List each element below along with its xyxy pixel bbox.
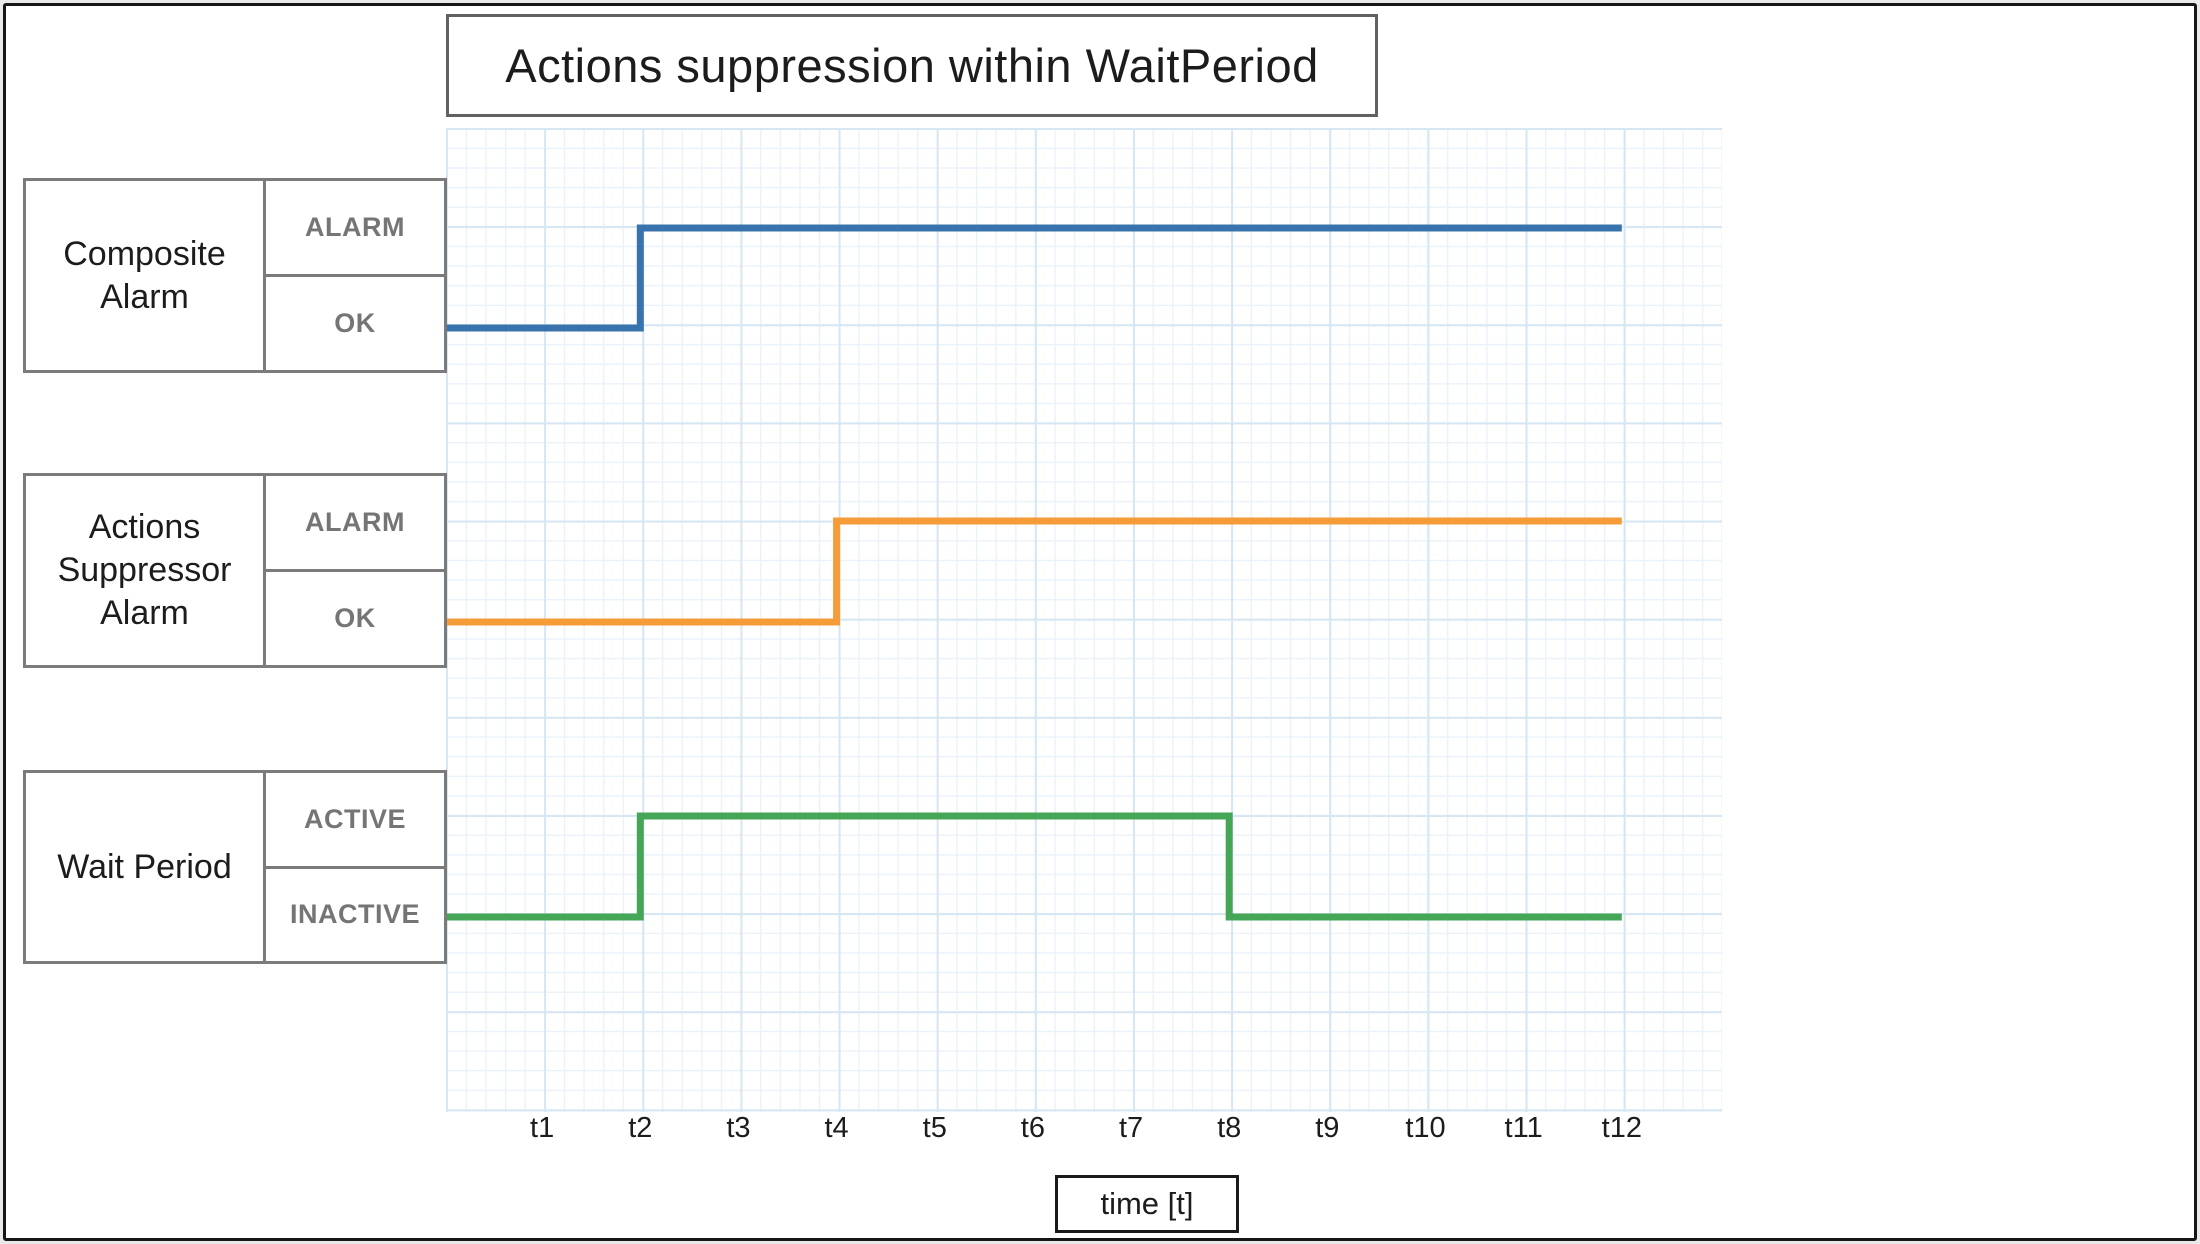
chart-title-box: Actions suppression within WaitPeriod bbox=[446, 14, 1378, 117]
x-axis-label: time [t] bbox=[1100, 1186, 1194, 1221]
state-label-row2-alarm: ALARM bbox=[305, 507, 405, 537]
x-tick-t9: t9 bbox=[1315, 1112, 1340, 1144]
row-label-composite-alarm: Composite Alarm ALARM OK bbox=[23, 178, 447, 373]
x-tick-t10: t10 bbox=[1405, 1112, 1446, 1144]
state-label-row1-alarm: ALARM bbox=[305, 212, 405, 242]
x-tick-t3: t3 bbox=[726, 1112, 751, 1144]
row-name-actions-suppressor-alarm: Actions Suppressor Alarm bbox=[26, 476, 266, 665]
x-axis-label-box: time [t] bbox=[1055, 1175, 1239, 1233]
x-tick-t6: t6 bbox=[1020, 1112, 1045, 1144]
x-tick-t2: t2 bbox=[628, 1112, 653, 1144]
row-states-composite-alarm: ALARM OK bbox=[266, 181, 444, 370]
state-label-row3-active: ACTIVE bbox=[303, 803, 406, 834]
signal-line-wait-period bbox=[444, 812, 1622, 921]
row-name-wait-period: Wait Period bbox=[26, 773, 266, 961]
x-tick-t1: t1 bbox=[530, 1112, 555, 1144]
x-tick-t7: t7 bbox=[1118, 1112, 1144, 1144]
state-label-row3-inactive: INACTIVE bbox=[266, 865, 444, 962]
x-tick-t5: t5 bbox=[922, 1112, 947, 1144]
x-tick-t4: t4 bbox=[824, 1112, 849, 1144]
row-label-wait-period: Wait Period ACTIVE INACTIVE bbox=[23, 770, 447, 964]
row-states-actions-suppressor-alarm: ALARM OK bbox=[266, 476, 444, 665]
x-tick-t12: t12 bbox=[1601, 1112, 1642, 1144]
plot-grid bbox=[446, 128, 1722, 1112]
state-label-row1-ok: OK bbox=[266, 274, 444, 370]
state-label-row2-ok: OK bbox=[266, 569, 444, 665]
signal-line-composite-alarm bbox=[444, 224, 1622, 332]
signal-line-actions-suppressor-alarm bbox=[444, 517, 1622, 626]
row-label-actions-suppressor-alarm: Actions Suppressor Alarm ALARM OK bbox=[23, 473, 447, 668]
chart-title: Actions suppression within WaitPeriod bbox=[505, 39, 1319, 92]
x-tick-t11: t11 bbox=[1504, 1112, 1543, 1144]
row-name-composite-alarm: Composite Alarm bbox=[26, 181, 266, 370]
row-states-wait-period: ACTIVE INACTIVE bbox=[266, 773, 444, 961]
x-tick-t8: t8 bbox=[1217, 1112, 1242, 1144]
